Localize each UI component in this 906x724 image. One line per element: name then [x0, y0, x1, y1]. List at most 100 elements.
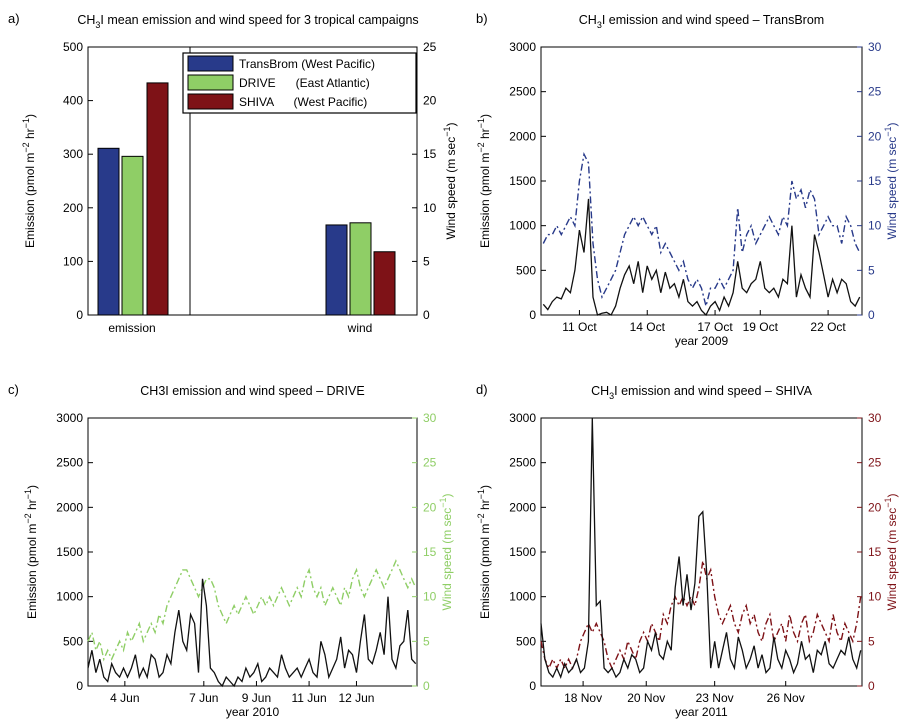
- chart-b-y2tick-label: 5: [868, 263, 875, 277]
- chart-a-frame: [87, 46, 418, 316]
- chart-b-ylabel-sup: −2: [476, 142, 486, 152]
- chart-c-ylabel-part: Emission (pmol m: [25, 524, 39, 619]
- chart-c-emission-series: [87, 578, 417, 688]
- chart-a-y2label-part: ): [444, 123, 458, 127]
- chart-b-frame: [540, 46, 863, 316]
- chart-c-ytick-label: 1000: [56, 590, 83, 604]
- chart-d-ytick-label: 2000: [509, 500, 536, 514]
- chart-c-ytick-label: 3000: [56, 411, 83, 425]
- chart-a-ylabel: Emission (pmol m−2 hr−1): [21, 114, 37, 248]
- chart-a-bar-wind: [325, 224, 348, 316]
- chart-b-y2label-part: Wind speed (m sec: [885, 137, 899, 240]
- chart-a-xtick-label: wind: [347, 321, 373, 335]
- chart-d-ytick-label: 0: [529, 679, 536, 693]
- chart-c-ylabel-part: hr: [25, 499, 39, 513]
- chart-c-ylabel-part: ): [25, 485, 39, 489]
- chart-c-xtick-label: 4 Jun: [110, 691, 139, 705]
- chart-b-y2tick-label: 30: [868, 40, 882, 54]
- panel-label-b: b): [476, 11, 488, 26]
- chart-b-ytick-label: 2500: [509, 85, 536, 99]
- chart-b-wind-series: [542, 151, 861, 307]
- chart-d-ytick-label: 3000: [509, 411, 536, 425]
- chart-b-xtick-label: 17 Oct: [697, 320, 733, 334]
- chart-b-title: CH3I emission and wind speed – TransBrom: [579, 13, 824, 30]
- chart-c-ylabel-sup: −1: [23, 489, 33, 499]
- chart-b-ytick-label: 3000: [509, 40, 536, 54]
- chart-b-xtick-label: 19 Oct: [743, 320, 779, 334]
- chart-b-ytick-label: 2000: [509, 129, 536, 143]
- chart-d-frame: [540, 417, 863, 687]
- chart-b-xtick-label: 14 Oct: [630, 320, 666, 334]
- chart-d-y2tick-label: 15: [868, 545, 882, 559]
- chart-c-ylabel-group: Emission (pmol m−2 hr−1): [23, 485, 39, 619]
- chart-a-bar-wind: [373, 251, 396, 316]
- chart-a-legend-label: TransBrom (West Pacific): [239, 57, 375, 71]
- chart-c-y2label: Wind speed (m sec−1): [438, 494, 454, 611]
- chart-c-ytick-label: 500: [63, 634, 83, 648]
- chart-a-ytick-label: 0: [76, 308, 83, 322]
- chart-a-ylabel-part: ): [23, 114, 37, 118]
- chart-d-y2label-part: ): [885, 494, 899, 498]
- chart-a-xtick-label: emission: [108, 321, 155, 335]
- chart-b-y2label-sup: −1: [883, 127, 893, 137]
- chart-c-title: CH3I emission and wind speed – DRIVE: [140, 384, 364, 398]
- chart-b-y2label-part: ): [885, 123, 899, 127]
- chart-a-ylabel-part: hr: [23, 128, 37, 142]
- chart-d-ytick-label: 1000: [509, 590, 536, 604]
- chart-c-wind-series: [87, 559, 417, 662]
- chart-c-y2label-part: Wind speed (m sec: [440, 508, 454, 611]
- chart-c-ytick-label: 2500: [56, 456, 83, 470]
- chart-d-title-sub: 3: [609, 391, 614, 401]
- chart-a-title-part: CH: [77, 13, 95, 27]
- chart-d-xtick-label: 20 Nov: [627, 691, 665, 705]
- chart-c-y2label-part: ): [440, 494, 454, 498]
- chart-a-bar-wind: [349, 222, 372, 316]
- chart-a-ytick-label: 500: [63, 40, 83, 54]
- chart-a-ytick-label: 300: [63, 147, 83, 161]
- chart-c-y2tick-label: 5: [423, 634, 430, 648]
- chart-d-ytick-label: 1500: [509, 545, 536, 559]
- chart-d-y2label-part: Wind speed (m sec: [885, 508, 899, 611]
- chart-a-y2label-part: Wind speed (m sec: [444, 137, 458, 240]
- chart-a-y2label-group: Wind speed (m sec−1): [442, 123, 458, 240]
- chart-a-y2label-sup: −1: [442, 127, 452, 137]
- chart-a-title-part: I mean emission and wind speed for 3 tro…: [100, 13, 418, 27]
- chart-a-ylabel-sup: −1: [21, 118, 31, 128]
- chart-c-xtick-label: 12 Jun: [338, 691, 374, 705]
- chart-d-ylabel-part: ): [478, 485, 492, 489]
- chart-b-xlabel: year 2009: [675, 334, 729, 348]
- chart-d-xtick-label: 26 Nov: [767, 691, 805, 705]
- chart-b-y2tick-label: 0: [868, 308, 875, 322]
- chart-b-xtick-label: 22 Oct: [810, 320, 846, 334]
- chart-a-y2tick-label: 20: [423, 94, 437, 108]
- chart-b-y2label-group: Wind speed (m sec−1): [883, 123, 899, 240]
- chart-d-xlabel: year 2011: [675, 705, 728, 719]
- chart-b-ytick-label: 0: [529, 308, 536, 322]
- chart-a-y2tick-label: 10: [423, 201, 437, 215]
- chart-d-y2tick-label: 25: [868, 456, 882, 470]
- chart-a-bar-emission: [121, 155, 144, 316]
- chart-b-y2tick-label: 25: [868, 85, 882, 99]
- chart-d-y2tick-label: 20: [868, 500, 882, 514]
- chart-c-xtick-label: 9 Jun: [242, 691, 271, 705]
- chart-c-ytick-label: 2000: [56, 500, 83, 514]
- chart-c-y2tick-label: 0: [423, 679, 430, 693]
- chart-d-y2label: Wind speed (m sec−1): [883, 494, 899, 611]
- chart-b-ylabel-sup: −1: [476, 118, 486, 128]
- chart-c-y2tick-label: 25: [423, 456, 437, 470]
- chart-a-y2tick-label: 25: [423, 40, 437, 54]
- chart-c-xtick-label: 7 Jun: [189, 691, 218, 705]
- chart-a-y2tick-label: 15: [423, 147, 437, 161]
- chart-c-ytick-label: 0: [76, 679, 83, 693]
- chart-b-ylabel-part: Emission (pmol m: [478, 153, 492, 248]
- chart-d-ylabel-part: Emission (pmol m: [478, 524, 492, 619]
- chart-d-ylabel-part: hr: [478, 499, 492, 513]
- chart-b-title-sub: 3: [597, 20, 602, 30]
- chart-a-ytick-label: 100: [63, 254, 83, 268]
- chart-c-ylabel-sup: −2: [23, 513, 33, 523]
- chart-d-ytick-label: 2500: [509, 456, 536, 470]
- chart-d-title-part: I emission and wind speed – SHIVA: [614, 384, 812, 398]
- chart-a-y2label: Wind speed (m sec−1): [442, 123, 458, 240]
- chart-d-y2tick-label: 30: [868, 411, 882, 425]
- chart-b-title-part: I emission and wind speed – TransBrom: [602, 13, 824, 27]
